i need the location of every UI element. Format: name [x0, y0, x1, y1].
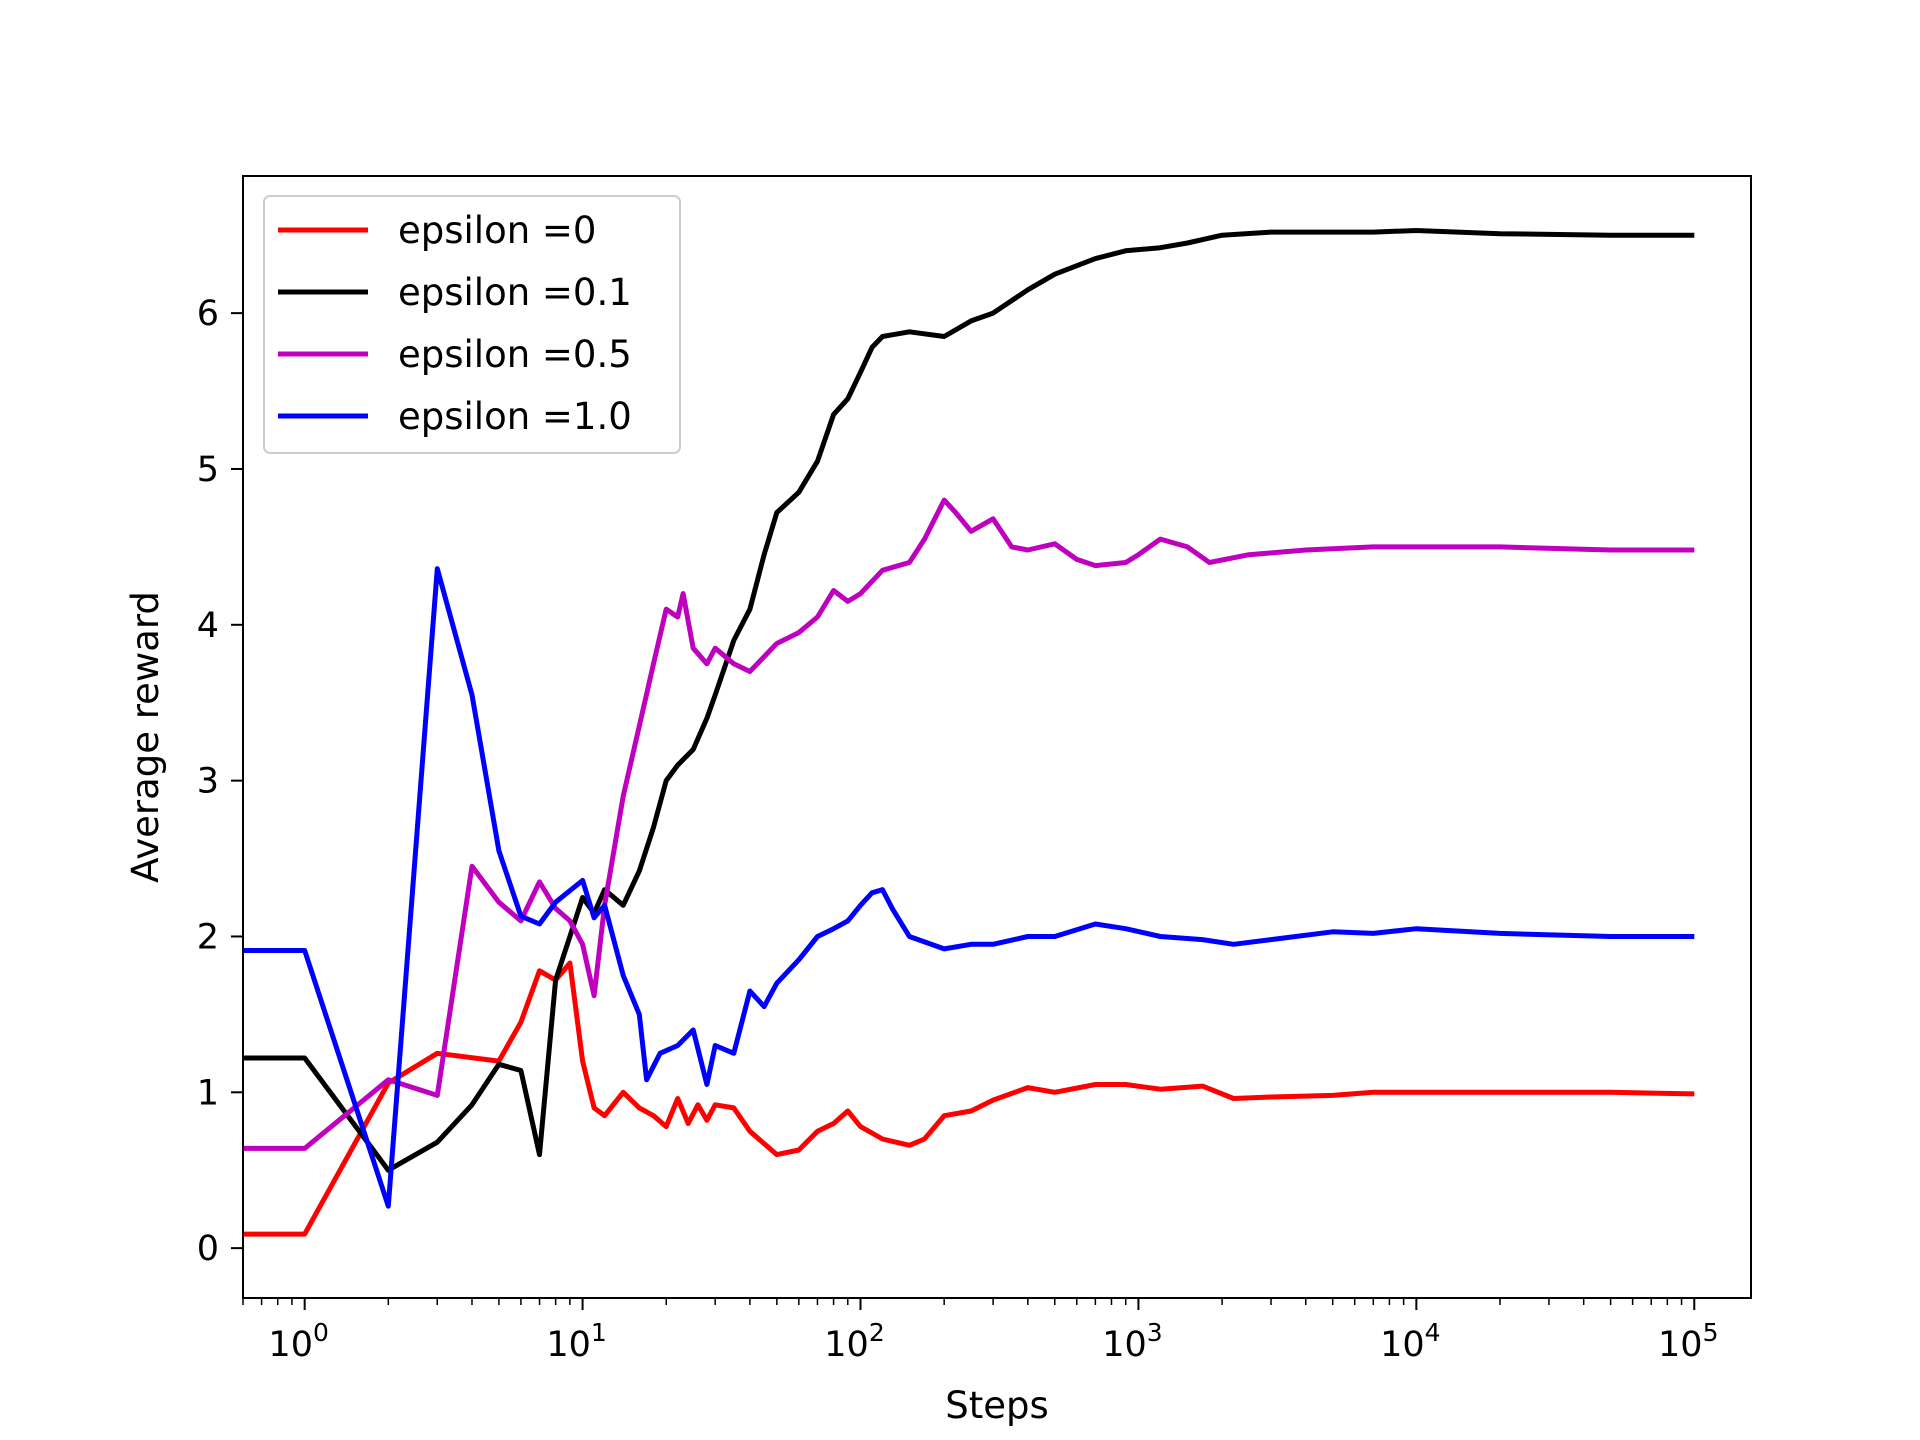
legend-box [263, 195, 681, 454]
x-axis-label: Steps [945, 1384, 1049, 1427]
series-line-1 [243, 228, 1695, 1173]
x-tick-label: 104 [1380, 1318, 1440, 1365]
x-tick-label: 100 [268, 1318, 328, 1365]
y-tick-label: 5 [197, 450, 219, 490]
legend-label: epsilon =0.1 [398, 271, 632, 314]
legend: epsilon =0 epsilon =0.1 epsilon =0.5 epsilo… [263, 195, 681, 454]
legend-label: epsilon =0.5 [398, 333, 632, 376]
y-axis-label: Average reward [124, 591, 167, 883]
y-tick-label: 1 [197, 1073, 219, 1113]
y-axis: 0 1 2 3 4 5 6 [197, 294, 243, 1269]
series-line-2 [243, 497, 1695, 1151]
series-line-3 [243, 566, 1695, 1209]
x-axis: 100 101 102 103 104 105 [242, 1298, 1718, 1365]
y-tick-label: 0 [197, 1229, 219, 1269]
legend-label: epsilon =0 [398, 209, 596, 252]
x-tick-label: 101 [546, 1318, 606, 1365]
y-tick-label: 4 [197, 606, 219, 646]
series-line-0 [243, 960, 1695, 1237]
plot-frame [242, 175, 1752, 1299]
y-tick-label: 2 [197, 917, 219, 957]
x-tick-label: 105 [1658, 1318, 1718, 1365]
y-tick-label: 6 [197, 294, 219, 334]
plot-lines [243, 228, 1695, 1237]
y-tick-label: 3 [197, 762, 219, 802]
legend-label: epsilon =1.0 [398, 395, 632, 438]
x-tick-label: 103 [1102, 1318, 1162, 1365]
x-tick-label: 102 [824, 1318, 884, 1365]
